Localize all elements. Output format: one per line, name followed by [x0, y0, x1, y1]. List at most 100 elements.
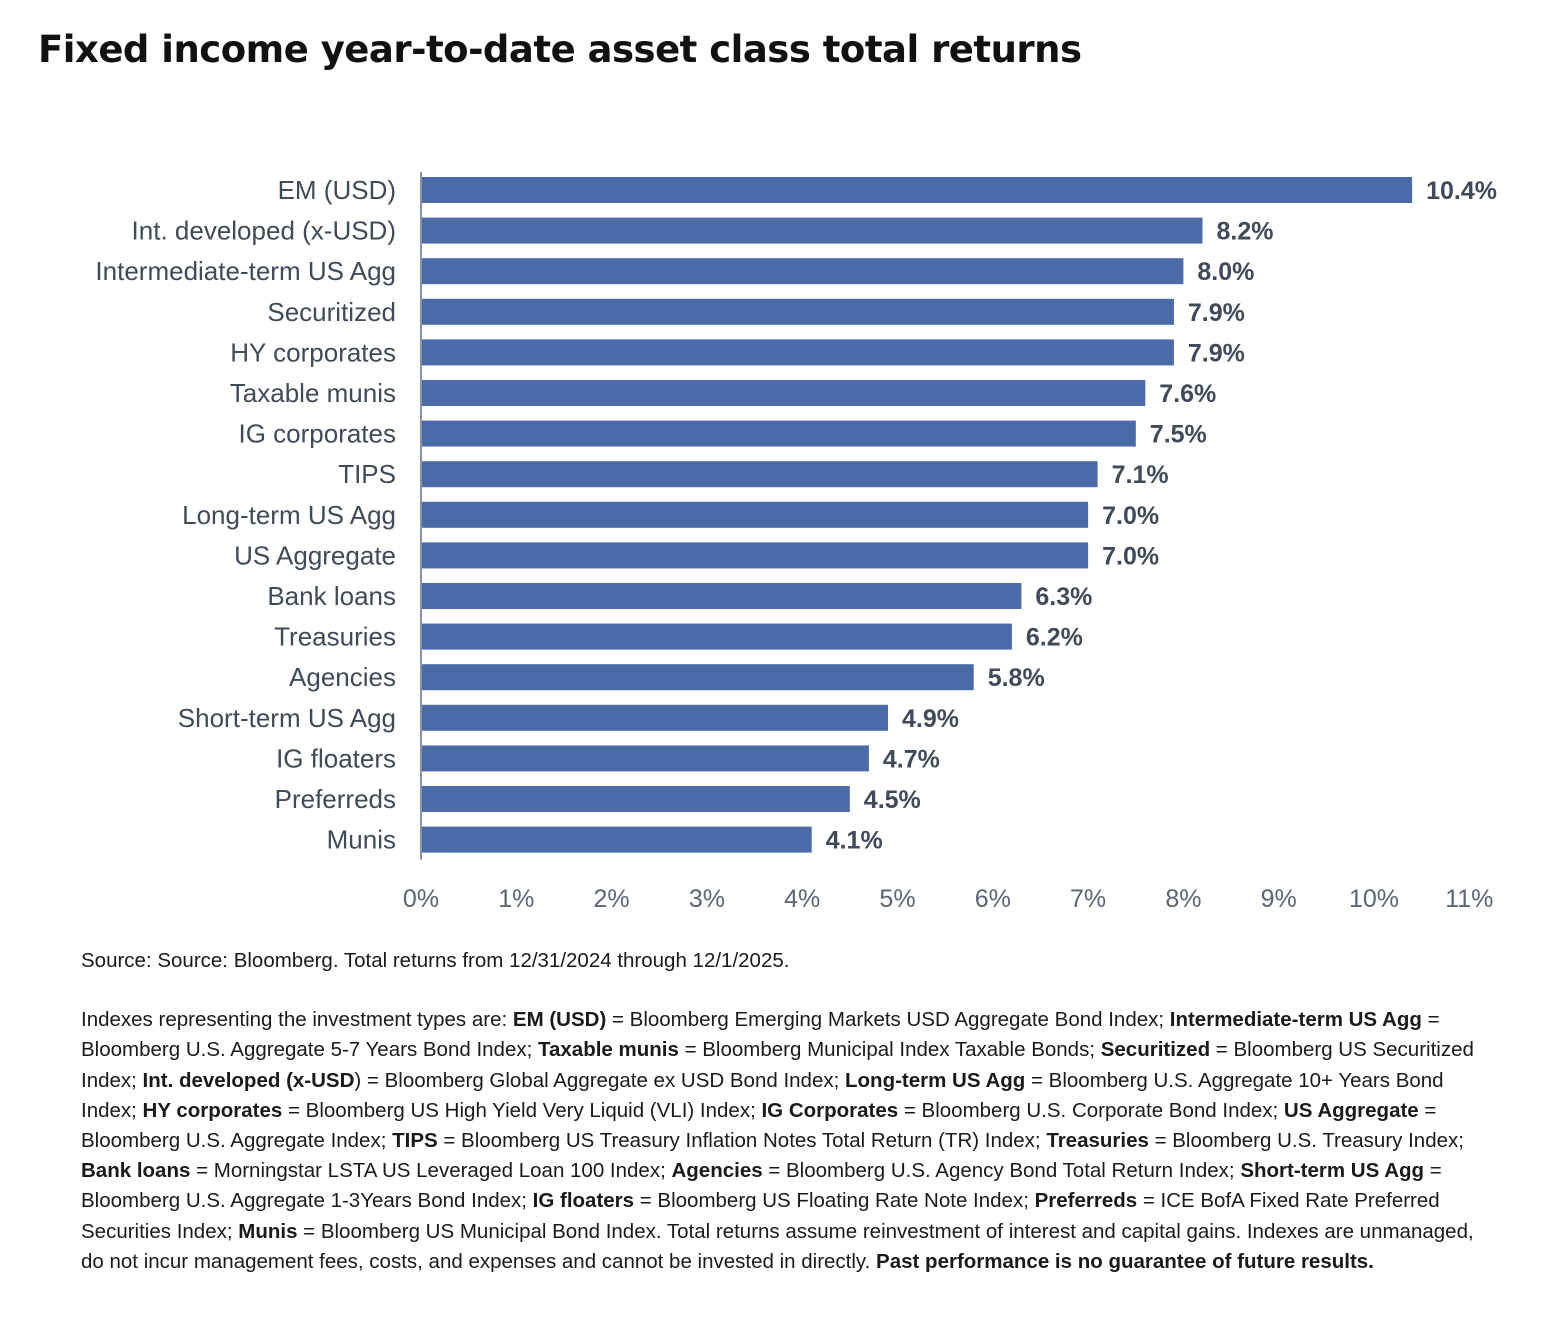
performance-disclaimer: Past performance is no guarantee of futu… [876, 1249, 1374, 1273]
bars-layer [421, 177, 1413, 853]
category-label: Treasuries [274, 622, 396, 652]
value-label: 7.1% [1112, 461, 1169, 489]
value-label: 7.6% [1159, 380, 1216, 408]
index-definition: = Bloomberg U.S. Treasury Index; [1148, 1129, 1464, 1153]
category-label: Short-term US Agg [178, 703, 396, 733]
bar [421, 583, 1022, 609]
x-tick-label: 7% [1070, 885, 1106, 913]
x-tick-label: 10% [1349, 885, 1399, 913]
value-label: 4.9% [902, 705, 959, 733]
value-label: 6.2% [1026, 624, 1083, 652]
x-tick-label: 6% [975, 885, 1011, 913]
category-label: IG floaters [276, 743, 396, 773]
value-labels: 10.4% 8.2% 8.0% 7.9% 7.9% 7.6% 7.5% 7.1% 7.0% 7.0… [826, 177, 1497, 855]
category-label: EM (USD) [278, 175, 396, 205]
x-tick-label: 5% [879, 885, 915, 913]
index-definitions-paragraph: Indexes representing the investment type… [81, 1005, 1501, 1277]
index-definition: = Bloomberg U.S. Corporate Bond Index; [898, 1098, 1284, 1122]
value-label: 4.5% [864, 786, 921, 814]
index-term: IG Corporates [761, 1098, 899, 1122]
index-term: Munis [238, 1219, 298, 1243]
x-tick-label: 1% [498, 885, 534, 913]
category-labels: EM (USD) Int. developed (x-USD) Intermedia… [95, 175, 396, 855]
category-label: Preferreds [275, 784, 396, 814]
value-label: 5.8% [988, 664, 1045, 692]
index-term: Int. developed (x-USD [142, 1068, 355, 1092]
bar [421, 786, 850, 812]
index-term: IG floaters [532, 1189, 635, 1213]
category-label: Agencies [289, 662, 396, 692]
returns-note: Total returns assume reinvestment of int… [81, 1219, 1474, 1273]
category-label: Intermediate-term US Agg [95, 256, 396, 286]
index-term: HY corporates [142, 1098, 283, 1122]
source-note: Source: Source: Bloomberg. Total returns… [81, 949, 790, 972]
index-definition: = Bloomberg US Treasury Inflation Notes … [437, 1129, 1047, 1153]
index-intro: Indexes representing the investment type… [81, 1008, 513, 1032]
bar [421, 664, 974, 691]
index-definition: = Bloomberg U.S. Agency Bond Total Retur… [762, 1159, 1241, 1183]
value-label: 7.0% [1102, 502, 1159, 530]
bar [421, 217, 1203, 244]
category-label: Long-term US Agg [182, 500, 396, 530]
category-label: Int. developed (x-USD) [132, 216, 396, 246]
bar [421, 745, 869, 772]
value-label: 7.9% [1188, 299, 1245, 327]
bar [421, 380, 1146, 406]
x-tick-label: 0% [403, 885, 439, 913]
bar [421, 623, 1012, 650]
bar [421, 461, 1098, 488]
index-definition: = Bloomberg Municipal Index Taxable Bond… [678, 1038, 1101, 1062]
value-label: 10.4% [1426, 177, 1497, 205]
index-definitions: EM (USD) = Bloomberg Emerging Markets US… [81, 1008, 1474, 1242]
bar [421, 704, 888, 731]
category-label: TIPS [338, 459, 396, 489]
x-axis-tick-labels: 0% 1% 2% 3% 4% 5% 6% 7% 8% 9% 10% 11% [403, 885, 1493, 913]
index-term: Securitized [1100, 1038, 1211, 1062]
index-definition: = Bloomberg US Municipal Bond Index. [297, 1219, 667, 1243]
category-label: Taxable munis [230, 378, 396, 408]
value-label: 6.3% [1035, 583, 1092, 611]
index-term: Preferreds [1034, 1189, 1138, 1213]
bar [421, 420, 1136, 447]
bar [421, 542, 1089, 569]
index-definition: = Bloomberg US High Yield Very Liquid (V… [282, 1098, 762, 1122]
index-definition: = Bloomberg U.S. Aggregate Index; [81, 1098, 1437, 1153]
bar [421, 339, 1174, 366]
category-label: Securitized [267, 297, 396, 327]
category-label: Bank loans [267, 581, 396, 611]
index-term: EM (USD) [512, 1008, 607, 1032]
page-title: Fixed income year-to-date asset class to… [38, 28, 1082, 71]
index-term: Bank loans [81, 1159, 191, 1183]
x-tick-label: 4% [784, 885, 820, 913]
index-definition: = Bloomberg US Floating Rate Note Index; [634, 1189, 1035, 1213]
index-definition: ) = Bloomberg Global Aggregate ex USD Bo… [354, 1068, 845, 1092]
bar [421, 177, 1413, 203]
value-label: 4.1% [826, 827, 883, 855]
index-definition: = Morningstar LSTA US Leveraged Loan 100… [190, 1159, 672, 1183]
index-term: Intermediate-term US Agg [1169, 1008, 1422, 1032]
category-label: Munis [327, 825, 396, 855]
index-definition: = Bloomberg Emerging Markets USD Aggrega… [606, 1008, 1170, 1032]
index-definition: = ICE BofA Fixed Rate Preferred Securiti… [81, 1189, 1440, 1243]
footnotes: Source: Source: Bloomberg. Total returns… [81, 946, 1501, 1277]
x-tick-label: 2% [594, 885, 630, 913]
value-label: 7.5% [1150, 421, 1207, 449]
value-label: 8.2% [1217, 218, 1274, 246]
index-term: US Aggregate [1283, 1098, 1419, 1122]
category-label: US Aggregate [234, 540, 396, 570]
index-definition: = Bloomberg US Securitized Index; [81, 1038, 1474, 1092]
x-tick-label: 3% [689, 885, 725, 913]
bar [421, 298, 1174, 325]
bar [421, 501, 1089, 528]
index-term: Short-term US Agg [1240, 1159, 1425, 1183]
index-term: Treasuries [1046, 1129, 1149, 1153]
index-term: TIPS [392, 1129, 438, 1153]
value-label: 8.0% [1197, 258, 1254, 286]
value-label: 4.7% [883, 745, 940, 773]
bar-chart: EM (USD) Int. developed (x-USD) Intermedia… [95, 172, 1497, 913]
index-term: Long-term US Agg [845, 1068, 1026, 1092]
index-definition: = Bloomberg U.S. Aggregate 1-3Years Bond… [81, 1159, 1442, 1213]
index-term: Agencies [671, 1159, 763, 1183]
bar [421, 258, 1184, 285]
value-label: 7.9% [1188, 339, 1245, 367]
